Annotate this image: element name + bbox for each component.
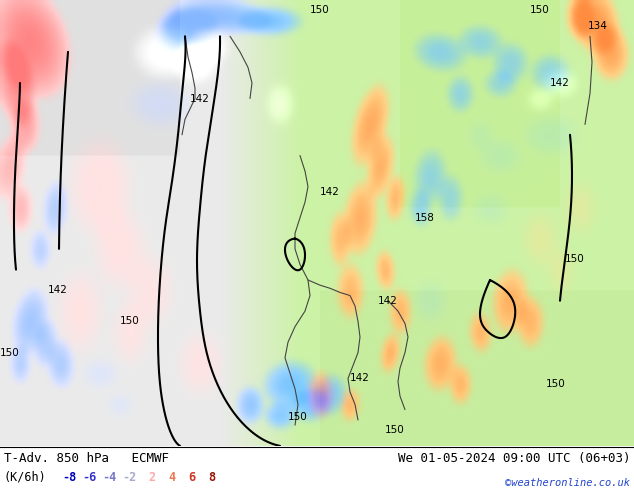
Text: We 01-05-2024 09:00 UTC (06+03): We 01-05-2024 09:00 UTC (06+03) [398, 452, 630, 465]
Text: -4: -4 [102, 471, 116, 484]
Text: 150: 150 [565, 254, 585, 264]
Text: 142: 142 [550, 78, 570, 88]
Text: -6: -6 [82, 471, 96, 484]
Text: 158: 158 [415, 213, 435, 223]
Text: T-Adv. 850 hPa   ECMWF: T-Adv. 850 hPa ECMWF [4, 452, 169, 465]
Text: 142: 142 [190, 94, 210, 103]
Text: 150: 150 [0, 347, 20, 358]
Text: 142: 142 [378, 296, 398, 306]
Text: 6: 6 [188, 471, 195, 484]
Text: 150: 150 [288, 412, 308, 422]
Text: 142: 142 [48, 285, 68, 295]
Text: 150: 150 [310, 5, 330, 15]
Text: 134: 134 [588, 21, 608, 31]
Text: 8: 8 [208, 471, 215, 484]
Text: 142: 142 [350, 373, 370, 384]
Text: 150: 150 [546, 379, 566, 389]
Text: -2: -2 [122, 471, 136, 484]
Text: ©weatheronline.co.uk: ©weatheronline.co.uk [505, 478, 630, 488]
Text: 2: 2 [148, 471, 155, 484]
Text: 150: 150 [385, 425, 405, 435]
Text: 150: 150 [120, 317, 140, 326]
Text: (K/6h): (K/6h) [4, 471, 47, 484]
Text: 4: 4 [168, 471, 175, 484]
Text: 142: 142 [320, 187, 340, 197]
Text: 150: 150 [530, 5, 550, 15]
Text: -8: -8 [62, 471, 76, 484]
